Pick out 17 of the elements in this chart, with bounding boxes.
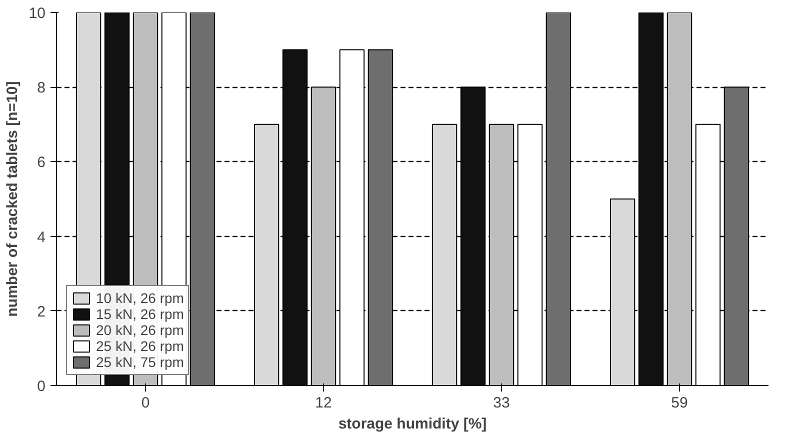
- y-tick-label: 2: [37, 303, 46, 320]
- legend-label: 25 kN, 26 rpm: [96, 338, 184, 354]
- y-axis-title: number of cracked tablets [n=10]: [4, 81, 21, 317]
- legend-label: 25 kN, 75 rpm: [96, 354, 184, 370]
- y-tick-label: 10: [28, 5, 46, 22]
- x-axis-title: storage humidity [%]: [338, 416, 487, 432]
- y-tick-label: 4: [37, 228, 46, 246]
- y-tick-label: 6: [37, 154, 46, 172]
- legend-label: 15 kN, 26 rpm: [96, 306, 184, 322]
- y-tick-label: 0: [37, 378, 46, 395]
- x-tick-label: 59: [671, 394, 688, 412]
- y-tick-label: 8: [37, 80, 46, 97]
- legend-label: 10 kN, 26 rpm: [96, 290, 184, 306]
- x-tick-label: 12: [315, 394, 332, 412]
- legend-label: 20 kN, 26 rpm: [96, 322, 184, 338]
- x-tick-label: 0: [141, 394, 150, 412]
- x-tick-label: 33: [493, 394, 510, 412]
